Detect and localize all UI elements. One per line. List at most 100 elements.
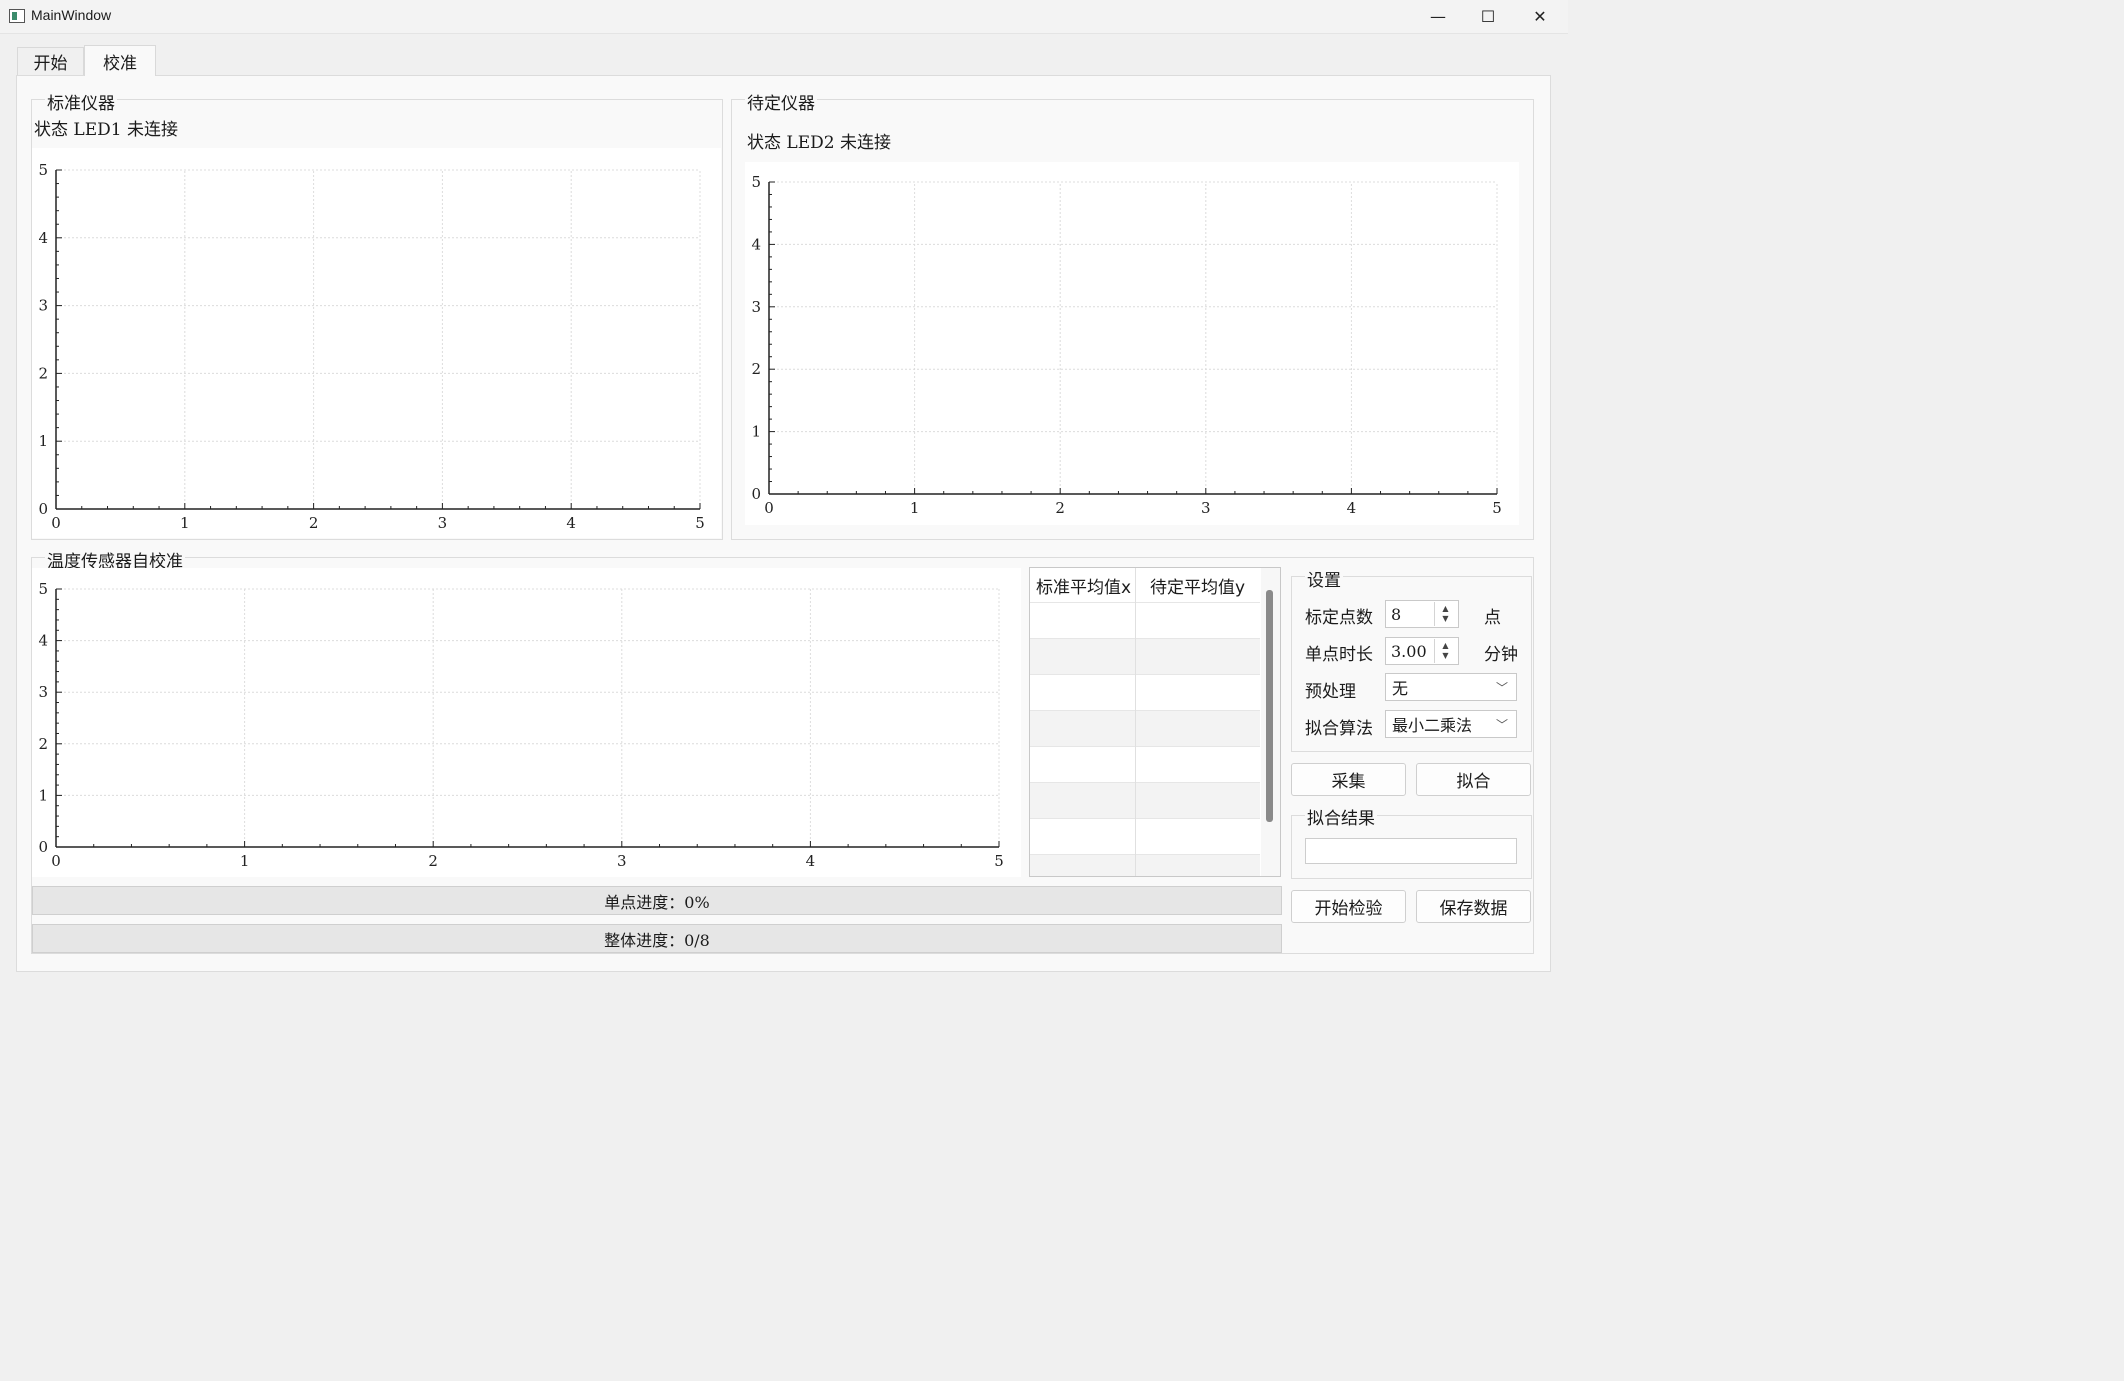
- single-duration-spinbox[interactable]: 3.00 ▲ ▼: [1385, 637, 1459, 665]
- calib-points-label: 标定点数: [1305, 608, 1373, 628]
- pending-chart: 0 1 2 3 4 5 0 1 2 3 4 5: [751, 173, 1502, 517]
- standard-instrument-group: [31, 99, 723, 540]
- pending-instrument-title: 待定仪器: [745, 89, 817, 114]
- fit-algorithm-label: 拟合算法: [1305, 719, 1373, 739]
- x-tick-label: 3: [617, 852, 627, 870]
- x-tick-label: 4: [1347, 499, 1357, 517]
- calib-points-value: 8: [1391, 604, 1402, 624]
- led1-status: 状态 LED1 未连接: [34, 120, 178, 140]
- x-tick-label: 0: [51, 852, 61, 870]
- window-title: MainWindow: [31, 7, 112, 23]
- maximize-icon: ☐: [1480, 7, 1496, 26]
- table-row[interactable]: [1030, 746, 1260, 782]
- tab-start[interactable]: 开始: [17, 47, 84, 75]
- spin-up-icon[interactable]: ▲: [1442, 604, 1449, 613]
- x-tick-label: 2: [428, 852, 438, 870]
- y-tick-label: 2: [38, 364, 48, 382]
- maximize-button[interactable]: ☐: [1462, 0, 1514, 33]
- x-tick-label: 0: [764, 499, 774, 517]
- y-tick-label: 5: [751, 173, 761, 191]
- column-header-standard-x[interactable]: 标准平均值x: [1036, 577, 1132, 598]
- minimize-icon: —: [1430, 7, 1446, 26]
- standard-chart: 0 1 2 3 4 5 0 1 2 3 4 5: [38, 161, 705, 532]
- collect-button[interactable]: 采集: [1291, 763, 1406, 796]
- single-duration-value: 3.00: [1391, 641, 1427, 661]
- y-tick-label: 2: [751, 360, 761, 378]
- tab-calibration[interactable]: 校准: [84, 45, 156, 76]
- close-icon: ✕: [1533, 7, 1547, 26]
- y-tick-label: 0: [38, 500, 48, 518]
- x-tick-label: 4: [806, 852, 816, 870]
- calib-points-unit: 点: [1484, 608, 1501, 628]
- x-tick-label: 1: [240, 852, 250, 870]
- spin-down-icon[interactable]: ▼: [1442, 614, 1449, 623]
- y-tick-label: 4: [38, 229, 48, 247]
- y-tick-label: 5: [38, 161, 48, 179]
- save-data-button[interactable]: 保存数据: [1416, 890, 1531, 923]
- led2-status: 状态 LED2 未连接: [747, 133, 891, 153]
- preprocess-select[interactable]: 无 ﹀: [1385, 673, 1517, 701]
- x-tick-label: 5: [994, 852, 1004, 870]
- single-point-progress: 单点进度：0%: [32, 886, 1282, 915]
- settings-title: 设置: [1305, 566, 1343, 591]
- single-duration-unit: 分钟: [1484, 645, 1518, 665]
- calibration-chart-area: 0 1 2 3 4 5 0 1 2 3 4 5: [32, 568, 1021, 877]
- self-calibration-group: [31, 557, 1534, 954]
- y-tick-label: 2: [38, 735, 48, 753]
- standard-instrument-title: 标准仪器: [45, 89, 117, 114]
- overall-progress: 整体进度：0/8: [32, 924, 1282, 953]
- table-row[interactable]: [1030, 782, 1260, 818]
- y-tick-label: 1: [38, 432, 48, 450]
- single-duration-label: 单点时长: [1305, 645, 1373, 665]
- y-tick-label: 3: [751, 298, 761, 316]
- fit-result-group: [1291, 815, 1532, 879]
- start-check-button[interactable]: 开始检验: [1291, 890, 1406, 923]
- fit-button[interactable]: 拟合: [1416, 763, 1531, 796]
- x-tick-label: 5: [1492, 499, 1502, 517]
- y-tick-label: 3: [38, 297, 48, 315]
- x-tick-label: 2: [309, 514, 319, 532]
- table-row[interactable]: [1030, 602, 1260, 638]
- column-header-pending-y[interactable]: 待定平均值y: [1150, 577, 1246, 598]
- single-point-progress-text: 单点进度：0%: [604, 892, 710, 912]
- chevron-down-icon: ﹀: [1495, 718, 1508, 732]
- calibration-chart: 0 1 2 3 4 5 0 1 2 3 4 5: [38, 580, 1004, 870]
- table-row[interactable]: [1030, 854, 1260, 876]
- preprocess-label: 预处理: [1305, 682, 1356, 702]
- column-divider: [1135, 568, 1136, 876]
- x-tick-label: 2: [1055, 499, 1065, 517]
- table-row[interactable]: [1030, 710, 1260, 746]
- pending-chart-area: 0 1 2 3 4 5 0 1 2 3 4 5: [745, 162, 1519, 525]
- spin-up-icon[interactable]: ▲: [1442, 641, 1449, 650]
- calib-points-spinbox[interactable]: 8 ▲ ▼: [1385, 600, 1459, 628]
- calib-points-stepper[interactable]: ▲ ▼: [1434, 602, 1456, 626]
- preprocess-value: 无: [1392, 679, 1409, 698]
- table-scrollbar-thumb[interactable]: [1266, 590, 1273, 822]
- close-button[interactable]: ✕: [1514, 0, 1566, 33]
- y-tick-label: 4: [38, 632, 48, 650]
- single-duration-stepper[interactable]: ▲ ▼: [1434, 639, 1456, 663]
- y-tick-label: 0: [38, 838, 48, 856]
- minimize-button[interactable]: —: [1412, 0, 1464, 33]
- table-row[interactable]: [1030, 674, 1260, 710]
- y-tick-label: 4: [751, 235, 761, 253]
- x-tick-label: 3: [438, 514, 448, 532]
- y-tick-label: 1: [751, 423, 761, 441]
- spin-down-icon[interactable]: ▼: [1442, 651, 1449, 660]
- table-row[interactable]: [1030, 818, 1260, 854]
- settings-group: [1291, 576, 1532, 752]
- table-row[interactable]: [1030, 638, 1260, 674]
- x-tick-label: 4: [566, 514, 576, 532]
- self-calibration-title: 温度传感器自校准: [45, 547, 185, 572]
- overall-progress-text: 整体进度：0/8: [604, 930, 710, 950]
- data-table[interactable]: 标准平均值x 待定平均值y: [1029, 567, 1281, 877]
- y-tick-label: 0: [751, 485, 761, 503]
- y-tick-label: 5: [38, 580, 48, 598]
- pending-instrument-group: [731, 99, 1534, 540]
- y-tick-label: 3: [38, 683, 48, 701]
- app-icon: [9, 9, 25, 23]
- fit-algorithm-select[interactable]: 最小二乘法 ﹀: [1385, 710, 1517, 738]
- chevron-down-icon: ﹀: [1495, 681, 1508, 695]
- fit-result-field[interactable]: [1305, 838, 1517, 864]
- x-tick-label: 5: [695, 514, 705, 532]
